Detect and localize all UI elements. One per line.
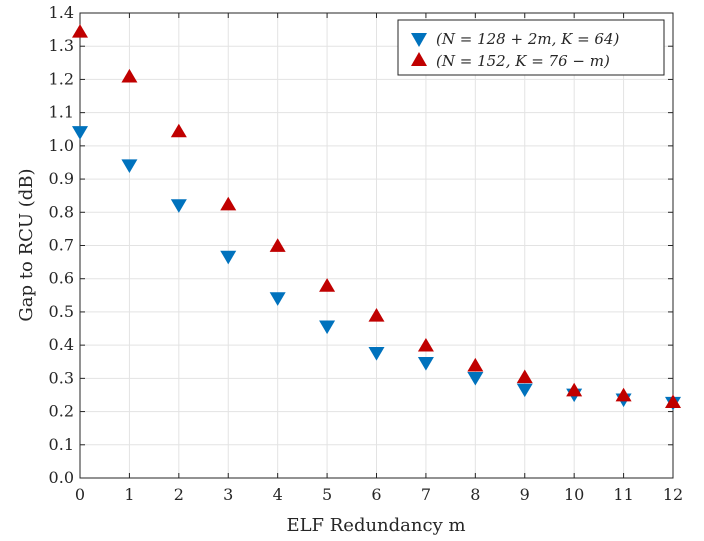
- ticks: 0 1 2 3 4 5 6 7 8 9 10 11 120.00.10.20.30.40.50.60.7…: [49, 3, 684, 504]
- series-2-point: [319, 278, 336, 292]
- x-tick-label: 10: [564, 485, 584, 504]
- legend-marker-series-2: [411, 52, 427, 66]
- series-2-point: [665, 394, 681, 409]
- series-1-point: [368, 347, 385, 361]
- series-1-point: [516, 383, 533, 398]
- x-tick-label: 4: [273, 485, 283, 504]
- series-2-point: [220, 196, 237, 211]
- series-1-point: [269, 292, 286, 306]
- legend-marker-series-1: [411, 33, 427, 47]
- y-tick-label: 1.4: [49, 3, 74, 22]
- series-1-point: [121, 159, 138, 173]
- y-tick-label: 0.4: [49, 335, 74, 354]
- y-tick-label: 1.0: [49, 136, 74, 155]
- series-2-point: [516, 369, 533, 384]
- series-2-point: [615, 387, 632, 402]
- y-axis-label: Gap to RCU (dB): [16, 168, 37, 321]
- y-tick-label: 0.0: [49, 468, 74, 487]
- x-tick-label: 7: [421, 485, 431, 504]
- series-2-point: [467, 357, 484, 372]
- y-tick-label: 0.9: [49, 169, 74, 188]
- y-tick-label: 0.3: [49, 368, 74, 387]
- x-tick-label: 8: [470, 485, 480, 504]
- legend-label-series-2: (N = 152, K = 76 − m): [436, 52, 610, 70]
- x-tick-label: 9: [520, 485, 530, 504]
- x-tick-label: 0: [75, 485, 85, 504]
- series-1-point: [319, 320, 336, 335]
- series-1-point: [220, 250, 237, 265]
- series-1-point: [417, 357, 434, 371]
- series-2-point: [566, 382, 583, 397]
- series-1-point: [72, 126, 88, 140]
- y-tick-label: 0.5: [49, 302, 74, 321]
- x-tick-label: 11: [613, 485, 633, 504]
- x-tick-label: 6: [371, 485, 381, 504]
- y-tick-label: 0.7: [49, 236, 74, 255]
- series-2-point: [417, 337, 434, 352]
- y-tick-label: 0.2: [49, 402, 74, 421]
- series-2-point: [269, 238, 286, 252]
- y-tick-label: 1.1: [49, 103, 74, 122]
- x-tick-label: 5: [322, 485, 332, 504]
- series-2-point: [170, 123, 187, 138]
- series-2-point: [72, 24, 88, 38]
- data-markers: [72, 24, 681, 411]
- y-tick-label: 0.6: [49, 269, 74, 288]
- x-axis-label: ELF Redundancy m: [286, 515, 465, 536]
- x-tick-label: 3: [223, 485, 233, 504]
- series-2-point: [368, 308, 385, 322]
- y-tick-label: 1.3: [49, 36, 74, 55]
- legend-box: [397, 19, 665, 76]
- legend: (N = 128 + 2m, K = 64) (N = 152, K = 76 …: [397, 19, 665, 76]
- series-2-point: [121, 68, 138, 83]
- series-1-point: [170, 199, 187, 213]
- y-tick-label: 1.2: [49, 69, 74, 88]
- x-tick-label: 1: [124, 485, 134, 504]
- x-tick-label: 12: [663, 485, 683, 504]
- y-tick-label: 0.1: [49, 435, 74, 454]
- grid: [79, 12, 674, 479]
- series-1-point: [467, 371, 484, 386]
- x-tick-label: 2: [174, 485, 184, 504]
- y-tick-label: 0.8: [49, 202, 74, 221]
- legend-label-series-1: (N = 128 + 2m, K = 64): [436, 30, 620, 48]
